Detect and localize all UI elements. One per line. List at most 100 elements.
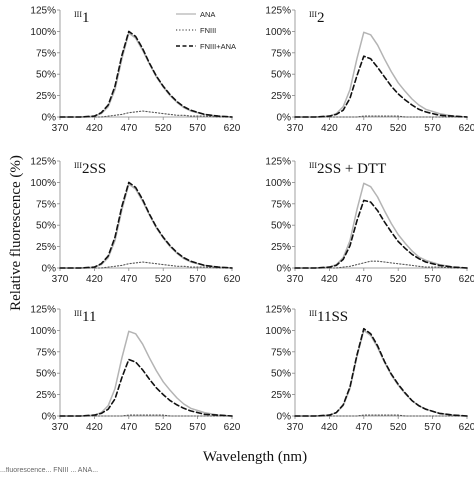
x-tick-label: 420 <box>86 422 103 433</box>
x-tick-label: 420 <box>86 274 103 285</box>
x-tick-label: 370 <box>52 123 69 134</box>
series-line-ana <box>294 329 468 417</box>
panel-6: 0% 25% 50% 75% 100% 125% 370 420 470 520 570 620 III… <box>265 305 474 434</box>
y-tick-label: 75% <box>271 347 291 358</box>
series-line-fniii <box>294 414 468 417</box>
y-tick-label: 100% <box>265 27 291 38</box>
x-tick-label: 370 <box>287 422 304 433</box>
x-tick-label: 570 <box>424 274 441 285</box>
y-tick-label: 125% <box>30 157 56 168</box>
series-line-fniii_ana <box>294 327 468 417</box>
x-tick-label: 470 <box>355 274 372 285</box>
caption-fragment: ...fluorescence... FNIII ... ANA... <box>0 467 99 474</box>
x-tick-label: 370 <box>52 422 69 433</box>
x-tick-label: 570 <box>424 123 441 134</box>
panel-title: III11SS <box>309 309 348 325</box>
series-line-fniii <box>59 110 233 118</box>
y-tick-label: 75% <box>36 199 56 210</box>
y-tick-label: 25% <box>271 242 291 253</box>
series-line-fniii <box>59 261 233 269</box>
y-tick-label: 0% <box>277 113 292 124</box>
y-tick-label: 0% <box>277 264 292 275</box>
y-tick-label: 50% <box>36 221 56 232</box>
y-tick-label: 100% <box>30 326 56 337</box>
x-tick-label: 470 <box>355 123 372 134</box>
x-tick-label: 520 <box>390 422 407 433</box>
y-tick-label: 0% <box>42 264 57 275</box>
y-tick-label: 125% <box>265 157 291 168</box>
panel-4: 0% 25% 50% 75% 100% 125% 370 420 470 520 570 620 III… <box>265 157 474 286</box>
x-tick-label: 520 <box>155 274 172 285</box>
y-tick-label: 100% <box>30 27 56 38</box>
legend-label-ana: ANA <box>200 10 215 19</box>
series-line-fniii_ana <box>59 30 233 118</box>
x-tick-label: 620 <box>459 274 474 285</box>
panel-title: III1 <box>74 10 90 26</box>
panel-title: III2 <box>309 10 325 26</box>
x-axis-label: Wavelength (nm) <box>203 449 307 465</box>
x-tick-label: 470 <box>355 422 372 433</box>
series-line-ana <box>294 182 468 269</box>
y-tick-label: 25% <box>271 390 291 401</box>
y-tick-label: 50% <box>271 70 291 81</box>
series-line-ana <box>59 183 233 269</box>
x-tick-label: 420 <box>321 274 338 285</box>
x-tick-label: 370 <box>287 123 304 134</box>
y-tick-label: 25% <box>36 242 56 253</box>
series-line-fniii_ana <box>294 55 468 118</box>
panel-grid: 0% 25% 50% 75% 100% 125% 370 420 470 520 570 620 III… <box>30 6 474 434</box>
panel-1: 0% 25% 50% 75% 100% 125% 370 420 470 520 570 620 III… <box>30 6 240 135</box>
x-tick-label: 620 <box>459 422 474 433</box>
x-tick-label: 520 <box>155 123 172 134</box>
series-line-ana <box>294 31 468 118</box>
y-tick-label: 125% <box>30 305 56 316</box>
y-axis-label: Relative fluorescence (%) <box>8 155 24 311</box>
x-tick-label: 520 <box>155 422 172 433</box>
y-tick-label: 125% <box>265 305 291 316</box>
x-tick-label: 470 <box>120 274 137 285</box>
series-line-fniii_ana <box>294 199 468 269</box>
y-tick-label: 75% <box>271 48 291 59</box>
y-tick-label: 50% <box>36 70 56 81</box>
x-tick-label: 570 <box>189 274 206 285</box>
y-tick-label: 50% <box>271 221 291 232</box>
series-line-fniii_ana <box>59 181 233 269</box>
panel-title: III2SS + DTT <box>309 161 386 177</box>
panel-3: 0% 25% 50% 75% 100% 125% 370 420 470 520 570 620 III… <box>30 157 240 286</box>
y-tick-label: 50% <box>271 369 291 380</box>
x-tick-label: 570 <box>189 422 206 433</box>
series-line-fniii <box>59 414 233 417</box>
y-tick-label: 125% <box>30 6 56 17</box>
y-tick-label: 75% <box>271 199 291 210</box>
y-tick-label: 100% <box>265 178 291 189</box>
x-tick-label: 370 <box>287 274 304 285</box>
x-tick-label: 620 <box>224 422 241 433</box>
x-tick-label: 570 <box>189 123 206 134</box>
y-tick-label: 0% <box>277 412 292 423</box>
y-tick-label: 50% <box>36 369 56 380</box>
y-tick-label: 75% <box>36 48 56 59</box>
y-tick-label: 125% <box>265 6 291 17</box>
x-tick-label: 370 <box>52 274 69 285</box>
panel-2: 0% 25% 50% 75% 100% 125% 370 420 470 520 570 620 III… <box>265 6 474 135</box>
y-tick-label: 0% <box>42 113 57 124</box>
panel-title: III2SS <box>74 161 106 177</box>
series-line-fniii_ana <box>59 358 233 417</box>
y-tick-label: 25% <box>271 91 291 102</box>
panel-5: 0% 25% 50% 75% 100% 125% 370 420 470 520 570 620 III… <box>30 305 240 434</box>
y-tick-label: 75% <box>36 347 56 358</box>
x-tick-label: 620 <box>459 123 474 134</box>
y-tick-label: 100% <box>265 326 291 337</box>
series-line-fniii <box>294 260 468 269</box>
x-tick-label: 420 <box>321 123 338 134</box>
legend-label-fniii: FNIII <box>200 26 216 35</box>
x-tick-label: 520 <box>390 123 407 134</box>
series-line-ana <box>59 330 233 417</box>
x-tick-label: 470 <box>120 422 137 433</box>
panel-title: III11 <box>74 309 96 325</box>
series-line-fniii <box>294 115 468 118</box>
legend: ANA FNIII FNIII+ANA <box>176 10 236 51</box>
legend-label-fniii_ana: FNIII+ANA <box>200 42 236 51</box>
y-tick-label: 25% <box>36 91 56 102</box>
x-tick-label: 470 <box>120 123 137 134</box>
